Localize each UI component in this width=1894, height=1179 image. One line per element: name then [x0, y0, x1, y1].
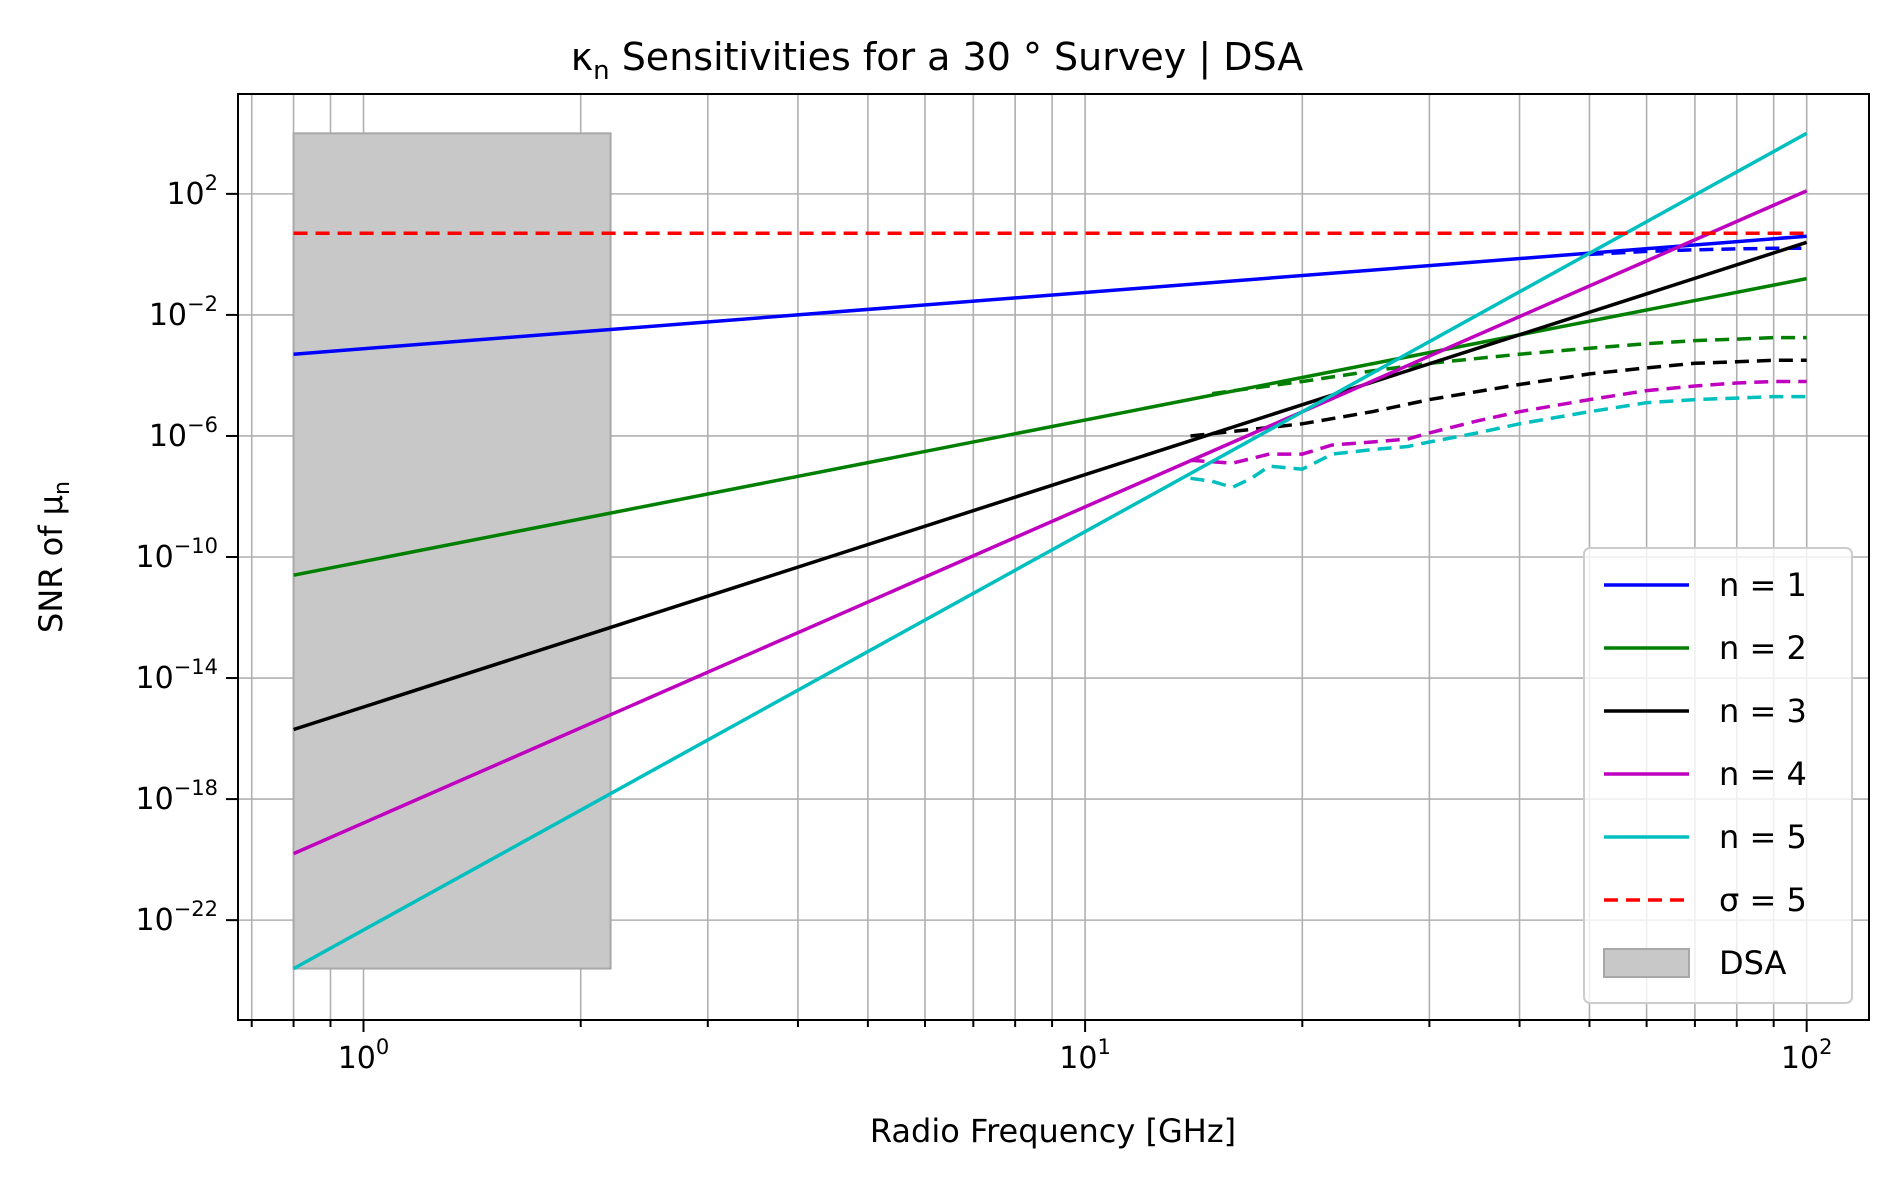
legend: n = 1 n = 2 n = 3 n = 4 n = 5 σ = 5 DSA — [1583, 547, 1853, 1004]
x-axis-label: Radio Frequency [GHz] — [870, 1112, 1236, 1150]
series-line-5 — [292, 131, 1808, 971]
dsa-band-layer — [292, 132, 612, 970]
legend-label: n = 1 — [1719, 566, 1807, 604]
y-tick-label: 10−10 — [135, 534, 218, 575]
x-tick-label: 101 — [1059, 1035, 1111, 1076]
sensitivity-curve-3 — [1190, 358, 1807, 438]
legend-label: DSA — [1719, 944, 1787, 982]
x-axis-ticks: 100 101 102 — [250, 1020, 1833, 1076]
y-tick-label: 10−14 — [135, 655, 218, 696]
sensitivity-curve-2 — [1211, 335, 1807, 396]
x-tick-label: 100 — [338, 1035, 390, 1076]
y-tick-label: 10−22 — [135, 897, 218, 938]
legend-label: n = 4 — [1719, 755, 1807, 793]
legend-label: n = 5 — [1719, 818, 1807, 856]
x-tick-label: 102 — [1781, 1035, 1833, 1076]
y-tick-label: 10−18 — [135, 776, 218, 817]
chart-title: κn Sensitivities for a 30 ° Survey | DSA — [571, 35, 1304, 86]
series-layer — [292, 131, 1808, 971]
legend-label: σ = 5 — [1719, 881, 1807, 919]
y-tick-label: 10−2 — [149, 292, 218, 333]
sensitivity-curve-layer — [1190, 246, 1807, 490]
legend-box — [1583, 547, 1853, 1004]
dsa-band — [292, 132, 612, 970]
series-line-3 — [293, 240, 1808, 732]
series-line-2 — [293, 276, 1808, 577]
y-axis-label: SNR of μn — [32, 481, 75, 633]
series-line-4 — [292, 189, 1808, 856]
legend-label: n = 3 — [1719, 692, 1807, 730]
y-axis-ticks: 102 10−2 10−6 10−10 10−14 10−18 10−22 — [135, 171, 238, 938]
y-tick-label: 102 — [166, 171, 218, 212]
legend-swatch-band — [1603, 948, 1690, 978]
sensitivity-curve-1 — [1589, 246, 1807, 257]
legend-label: n = 2 — [1719, 629, 1807, 667]
sensitivity-curve-4 — [1190, 379, 1807, 465]
series-line-1 — [293, 234, 1807, 356]
y-tick-label: 10−6 — [149, 413, 218, 454]
